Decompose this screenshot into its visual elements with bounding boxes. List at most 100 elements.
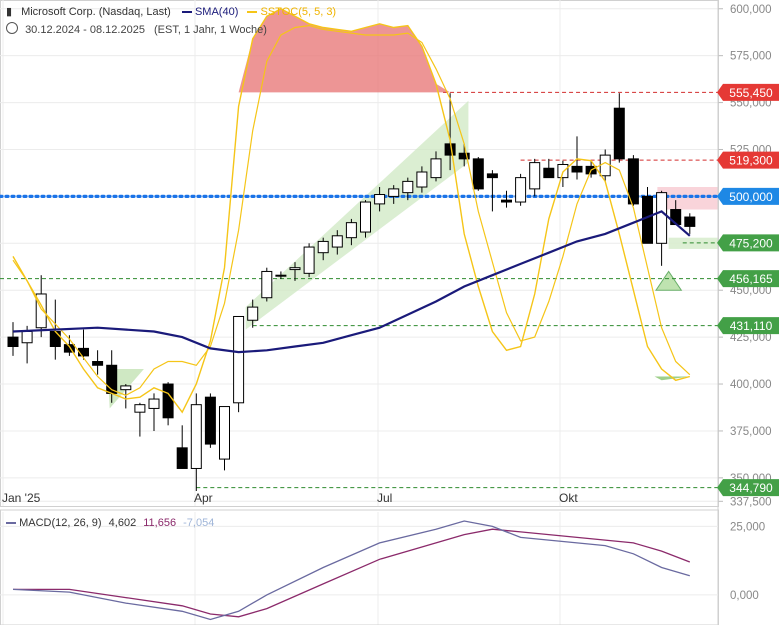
candle-body [49, 330, 61, 348]
candle-body [374, 194, 386, 205]
macd-histogram-value: -7,054 [183, 517, 215, 529]
candle-body [388, 188, 400, 197]
candle-body [162, 383, 174, 419]
candle-body [345, 222, 357, 239]
macd-y-tick-label: 0,000 [730, 590, 759, 602]
candle-body [331, 235, 343, 248]
level-label: 456,165 [729, 272, 773, 286]
stochastic-overbought-fill [238, 8, 451, 93]
level-label-bg [717, 151, 779, 169]
candle-body [92, 361, 104, 366]
macd-y-tick-label: 25,000 [730, 521, 765, 533]
candle-body [63, 344, 75, 353]
candle-body [233, 315, 245, 404]
macd-signal-line [13, 528, 691, 618]
level-label-bg [717, 479, 779, 497]
sstoc-k-line [12, 8, 690, 414]
overlays [0, 8, 720, 489]
candle-body [7, 336, 19, 348]
level-label: 519,300 [729, 154, 773, 168]
chart-meta: (EST, 1 Jahr, 1 Woche) [154, 24, 267, 36]
sma-legend-swatch [181, 11, 192, 14]
y-tick-label: 575,000 [730, 51, 772, 63]
candle-body [219, 406, 230, 460]
x-tick-label: Okt [559, 491, 578, 505]
y-tick-label: 450,000 [730, 285, 772, 297]
candle-body [472, 158, 484, 190]
support-triangle-icon [655, 270, 683, 291]
sma-legend: SMA(40) [194, 6, 239, 18]
candle-body [642, 195, 653, 244]
chart-header: ▮ Microsoft Corp. (Nasdaq, Last) SMA(40)… [6, 5, 336, 18]
candle-body [148, 398, 160, 409]
macd-title: MACD(12, 26, 9) [19, 517, 102, 529]
macd-pane-border [0, 509, 719, 625]
level-label: 475,200 [729, 236, 773, 250]
candle-body [656, 192, 668, 244]
candle-body [317, 240, 329, 254]
candles [7, 93, 696, 491]
candlestick-icon: ▮ [6, 6, 13, 18]
y-tick-label: 400,000 [730, 379, 772, 391]
level-label: 500,000 [729, 190, 773, 204]
clock-icon [6, 22, 18, 34]
macd-panel: 0,000 25,000 [0, 509, 765, 625]
candle-body [303, 246, 315, 274]
level-label-bg [717, 187, 779, 205]
candle-body [458, 152, 470, 160]
candle-body [627, 158, 639, 205]
candle-body [190, 404, 202, 469]
candle-body [78, 347, 89, 357]
sma40-line [12, 210, 691, 354]
candle-body [176, 447, 188, 469]
candle-body [360, 201, 371, 233]
macd-legend-swatch [6, 522, 16, 525]
candle-body [120, 385, 132, 391]
candle-body [416, 171, 428, 188]
grid [0, 0, 719, 625]
x-tick-label: Jul [377, 491, 392, 505]
level-label-bg [717, 83, 779, 101]
candle-body [402, 180, 414, 194]
candle-body [261, 270, 273, 299]
y-tick-label: 375,000 [730, 426, 772, 438]
candle-body [529, 162, 541, 190]
x-tick-label: Apr [194, 491, 213, 505]
y-tick-label: 337,500 [730, 496, 772, 508]
candle-body [515, 177, 527, 203]
candle-body [599, 154, 611, 177]
macd-line [12, 520, 690, 621]
candle-body [275, 274, 287, 277]
candle-body [444, 143, 456, 156]
candle-body [501, 199, 512, 203]
candle-body [430, 158, 442, 179]
candle-body [486, 173, 498, 179]
candle-body [204, 396, 216, 445]
candle-body [247, 306, 259, 321]
candle-body [684, 216, 696, 227]
x-tick-label: Jan '25 [2, 491, 41, 505]
macd-value: 4,602 [108, 517, 137, 529]
candle-body [613, 107, 625, 160]
candle-body [289, 267, 301, 271]
candle-body [543, 167, 555, 179]
chart-subheader: 30.12.2024 - 08.12.2025 (EST, 1 Jahr, 1 … [6, 22, 267, 36]
sstoc-d-line [12, 24, 691, 396]
sstoc-legend: SSTOC(5, 5, 3) [260, 6, 337, 18]
sstoc-legend-swatch [247, 11, 258, 14]
indicator-lines [12, 8, 691, 414]
candle-body [21, 330, 33, 344]
level-label-bg [717, 234, 779, 252]
macd-signal-value: 11,656 [143, 517, 177, 529]
candle-body [134, 404, 146, 413]
level-label: 555,450 [729, 86, 773, 100]
macd-legend: MACD(12, 26, 9) 4,602 11,656 -7,054 [6, 517, 214, 529]
level-label: 344,790 [729, 481, 773, 495]
candle-body [571, 165, 583, 173]
level-label-bg [717, 270, 779, 288]
trend-channel [245, 100, 469, 330]
level-label: 431,110 [730, 319, 773, 333]
chart-title: Microsoft Corp. (Nasdaq, Last) [21, 6, 171, 18]
